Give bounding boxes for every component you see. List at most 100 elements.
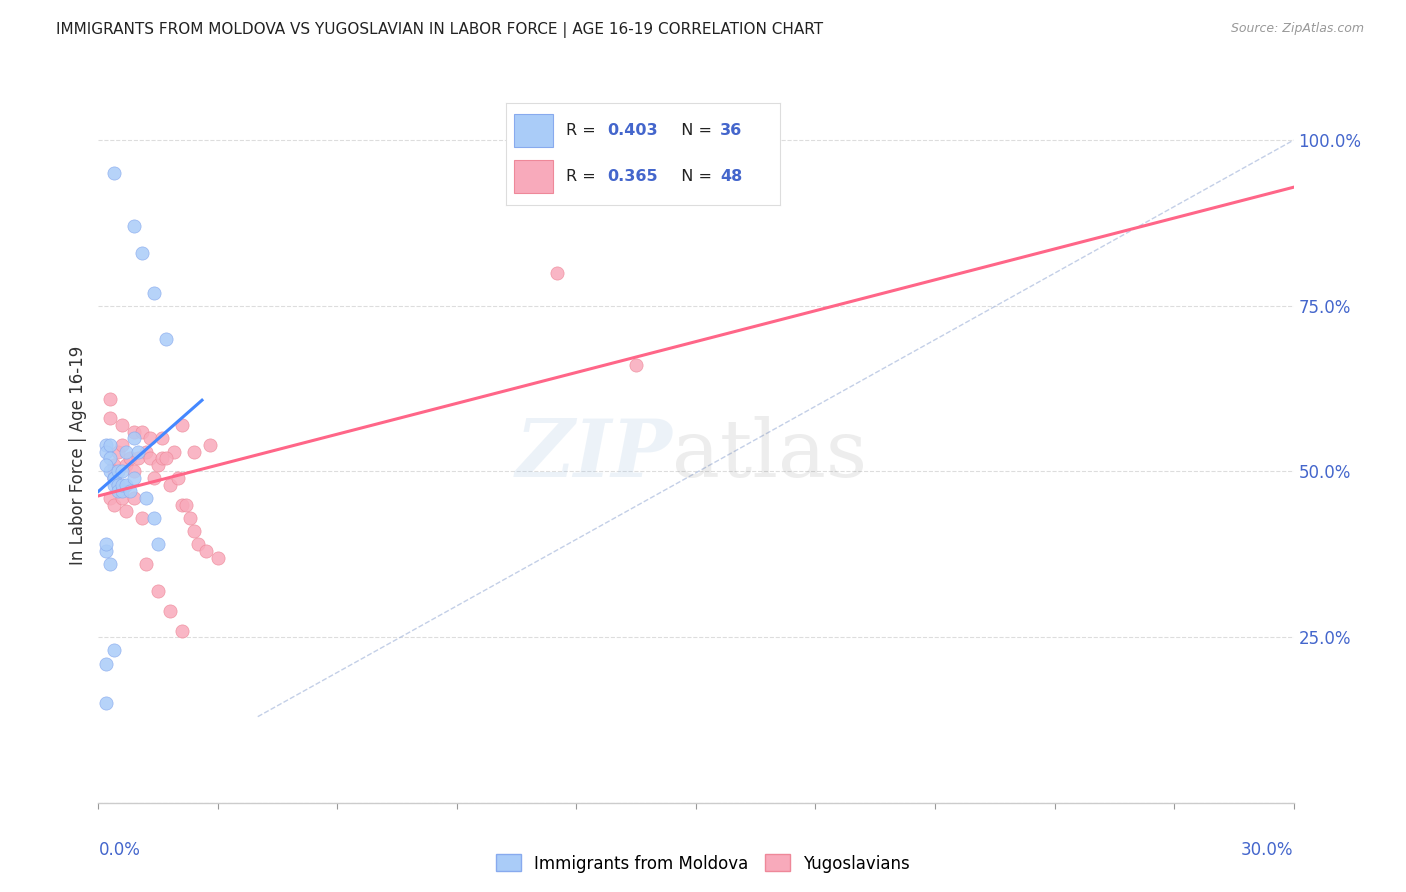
Point: [98, 465, 122, 479]
Point: [103, 458, 125, 472]
Point: [96, 544, 118, 558]
Point: [115, 444, 138, 458]
Bar: [515, 114, 553, 146]
Point: [127, 444, 149, 458]
Point: [124, 471, 146, 485]
Point: [143, 511, 166, 525]
Point: [159, 477, 181, 491]
Y-axis label: In Labor Force | Age 16-19: In Labor Force | Age 16-19: [69, 345, 87, 565]
Point: [163, 444, 186, 458]
Legend: Immigrants from Moldova, Yugoslavians: Immigrants from Moldova, Yugoslavians: [489, 847, 917, 880]
Point: [172, 418, 194, 433]
Point: [135, 444, 157, 458]
Point: [155, 451, 177, 466]
Point: [98, 438, 122, 452]
Point: [111, 477, 134, 491]
Point: [131, 511, 153, 525]
Point: [120, 451, 142, 466]
Point: [148, 583, 170, 598]
Text: Source: ZipAtlas.com: Source: ZipAtlas.com: [1230, 22, 1364, 36]
Text: N =: N =: [671, 123, 717, 137]
Text: 0.403: 0.403: [607, 123, 658, 137]
Point: [148, 537, 170, 551]
Point: [183, 524, 205, 538]
Point: [198, 438, 221, 452]
Point: [103, 643, 125, 657]
Point: [187, 537, 209, 551]
Point: [124, 431, 146, 445]
Point: [131, 425, 153, 439]
Point: [96, 444, 118, 458]
Text: R =: R =: [567, 123, 602, 137]
Text: atlas: atlas: [672, 416, 868, 494]
Point: [98, 558, 122, 572]
Point: [546, 266, 568, 280]
Point: [150, 431, 173, 445]
Point: [103, 477, 125, 491]
Point: [111, 491, 134, 505]
Text: IMMIGRANTS FROM MOLDOVA VS YUGOSLAVIAN IN LABOR FORCE | AGE 16-19 CORRELATION CH: IMMIGRANTS FROM MOLDOVA VS YUGOSLAVIAN I…: [56, 22, 824, 38]
Point: [96, 657, 118, 671]
Point: [98, 491, 122, 505]
Point: [143, 471, 166, 485]
Point: [103, 471, 125, 485]
Point: [139, 451, 162, 466]
Point: [131, 245, 153, 260]
Point: [98, 411, 122, 425]
Text: R =: R =: [567, 169, 602, 184]
Point: [183, 444, 205, 458]
Point: [115, 458, 138, 472]
Point: [624, 359, 647, 373]
Point: [150, 451, 173, 466]
Point: [120, 484, 142, 499]
Point: [115, 477, 138, 491]
Point: [124, 491, 146, 505]
Text: ZIP: ZIP: [515, 417, 672, 493]
Point: [179, 511, 201, 525]
Point: [139, 431, 162, 445]
Point: [111, 484, 134, 499]
Text: 30.0%: 30.0%: [1241, 841, 1294, 859]
Point: [174, 498, 197, 512]
Point: [103, 166, 125, 180]
Point: [111, 438, 134, 452]
Point: [103, 471, 125, 485]
Text: 0.365: 0.365: [607, 169, 658, 184]
Point: [127, 451, 149, 466]
Bar: [515, 160, 553, 193]
Text: 36: 36: [720, 123, 742, 137]
Point: [103, 498, 125, 512]
Point: [107, 477, 129, 491]
Point: [107, 444, 129, 458]
Point: [124, 219, 146, 234]
Point: [124, 425, 146, 439]
Point: [107, 465, 129, 479]
Point: [194, 544, 218, 558]
Point: [107, 477, 129, 491]
Point: [172, 498, 194, 512]
Point: [155, 332, 177, 346]
Point: [159, 604, 181, 618]
Point: [98, 451, 122, 466]
Point: [135, 491, 157, 505]
Text: 48: 48: [720, 169, 742, 184]
Point: [115, 504, 138, 518]
Point: [111, 418, 134, 433]
Point: [124, 465, 146, 479]
Point: [96, 537, 118, 551]
Point: [96, 438, 118, 452]
Point: [98, 392, 122, 406]
Point: [148, 458, 170, 472]
Point: [96, 697, 118, 711]
Point: [103, 465, 125, 479]
Point: [96, 458, 118, 472]
Point: [103, 471, 125, 485]
Text: 0.0%: 0.0%: [98, 841, 141, 859]
Point: [107, 484, 129, 499]
Point: [172, 624, 194, 638]
Point: [135, 558, 157, 572]
Point: [526, 133, 548, 147]
Point: [111, 465, 134, 479]
Point: [207, 550, 229, 565]
Text: N =: N =: [671, 169, 717, 184]
